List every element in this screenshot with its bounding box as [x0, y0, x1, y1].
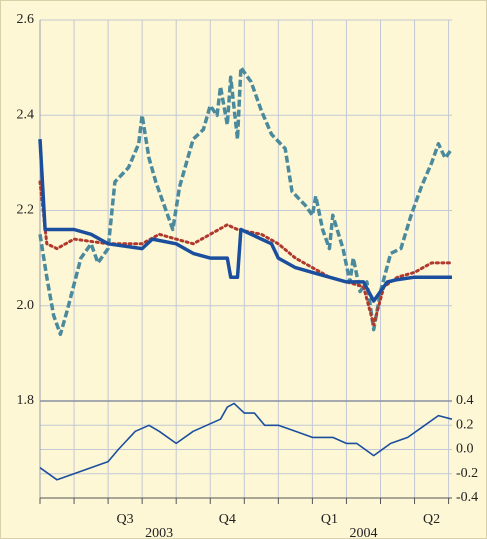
y-tick-label: 1.8: [17, 393, 35, 408]
y-tick-label: -0.4: [456, 490, 478, 505]
year-label: 2003: [145, 526, 173, 539]
x-tick-label: Q2: [423, 512, 440, 527]
x-tick-label: Q4: [219, 512, 236, 527]
series-line: [38, 139, 452, 303]
y-tick-label: 2.4: [17, 107, 35, 122]
y-tick-label: 0.0: [456, 442, 474, 457]
series-line: [38, 65, 454, 337]
y-tick-label: 0.2: [456, 417, 474, 432]
y-tick-label: 2.0: [17, 298, 35, 313]
year-label: 2004: [349, 526, 377, 539]
y-tick-label: -0.2: [456, 466, 478, 481]
y-tick-label: 0.4: [456, 393, 474, 408]
series-line: [39, 402, 453, 481]
x-tick-label: Q1: [321, 512, 338, 527]
x-tick-label: Q3: [117, 512, 134, 527]
y-tick-label: 2.2: [17, 203, 35, 218]
y-tick-label: 2.6: [17, 12, 35, 27]
